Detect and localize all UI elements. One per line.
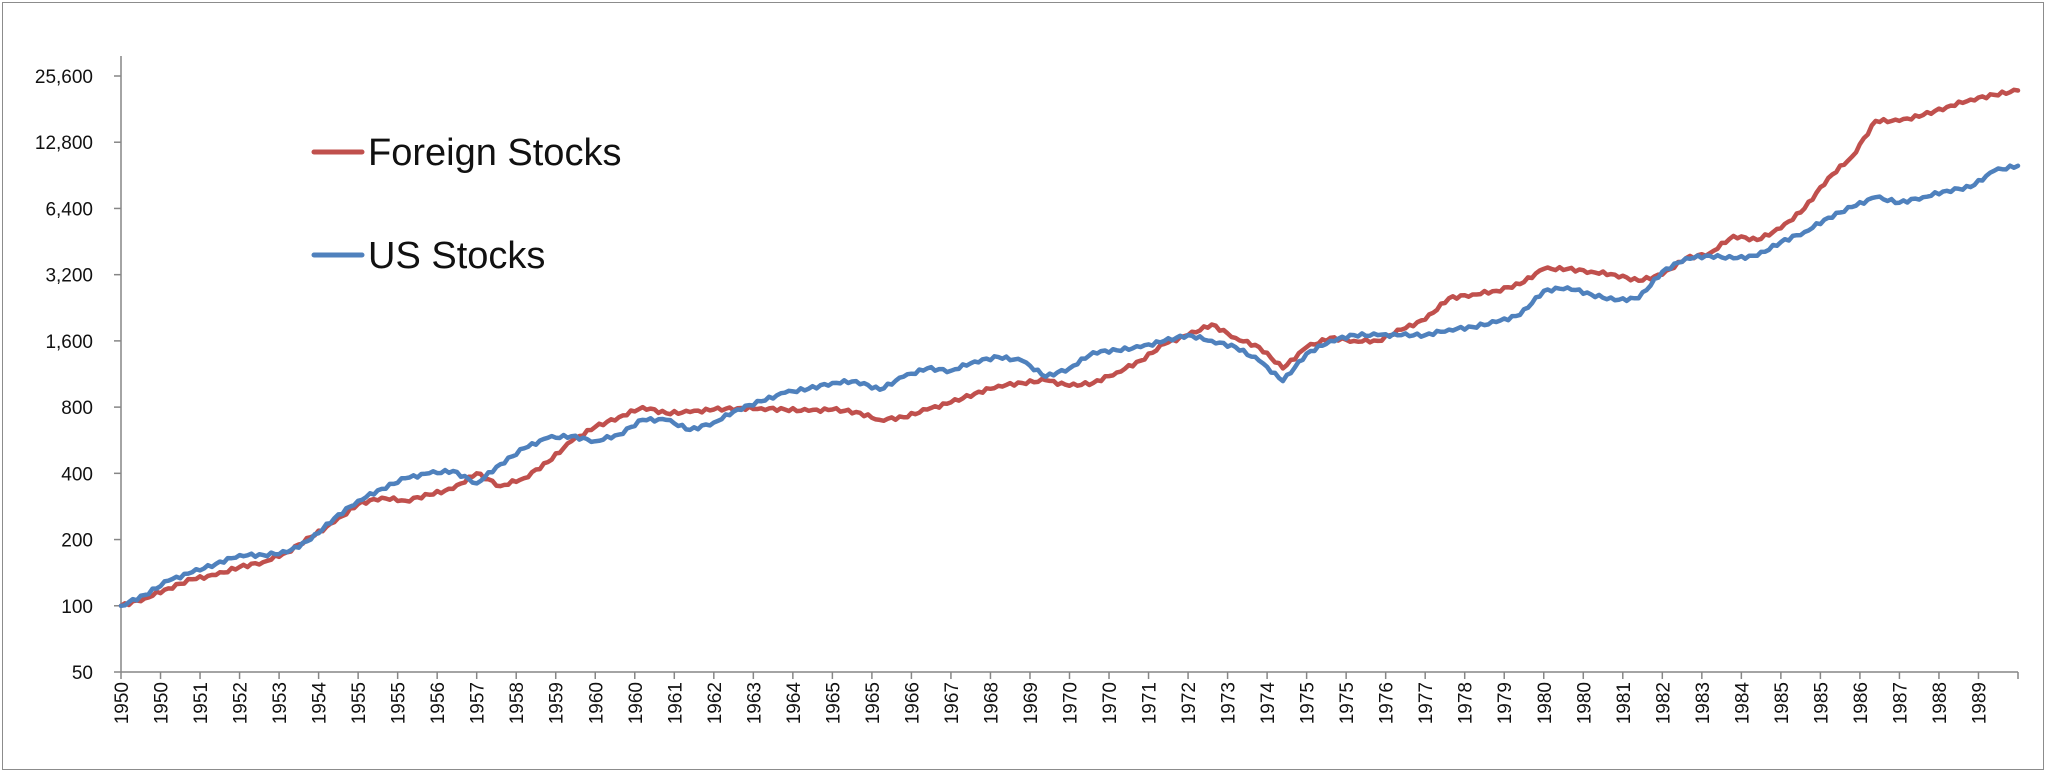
y-tick-label: 100 xyxy=(61,597,93,618)
x-tick-label: 1957 xyxy=(468,682,489,724)
series-line-us-stocks xyxy=(118,163,2021,609)
x-tick-label: 1985 xyxy=(1772,682,1793,724)
x-tick-label: 1983 xyxy=(1693,682,1714,724)
y-tick-label: 12,800 xyxy=(35,133,93,154)
y-tick-label: 50 xyxy=(72,663,93,684)
x-tick-label: 1952 xyxy=(231,682,252,724)
y-axis-ticks: 50 100 200 400 800 1,600 3,200 6,400 12,800 25,60… xyxy=(35,67,121,684)
x-tick-label: 1970 xyxy=(1100,682,1121,724)
x-tick-label: 1953 xyxy=(270,682,291,724)
x-tick-label: 1951 xyxy=(191,682,212,724)
x-tick-label: 1954 xyxy=(310,682,331,725)
y-tick-label: 1,600 xyxy=(45,332,93,353)
x-tick-label: 1958 xyxy=(507,682,528,724)
x-tick-label: 1950 xyxy=(152,682,173,724)
x-tick-label: 1985 xyxy=(1811,682,1832,724)
x-axis-ticks: 1950 1950 1951 1952 1953 1954 1955 1955 1956 1957… xyxy=(112,672,2019,725)
x-tick-label: 1974 xyxy=(1258,682,1279,725)
legend: Foreign Stocks US Stocks xyxy=(311,132,621,277)
x-tick-label: 1982 xyxy=(1653,682,1674,724)
x-tick-label: 1955 xyxy=(389,682,410,724)
x-tick-label: 1977 xyxy=(1416,682,1437,724)
x-tick-label: 1975 xyxy=(1337,682,1358,724)
x-tick-label: 1972 xyxy=(1179,682,1200,724)
x-tick-label: 1980 xyxy=(1535,682,1556,724)
x-tick-label: 1966 xyxy=(902,682,923,724)
y-tick-label: 200 xyxy=(61,531,93,552)
x-tick-label: 1989 xyxy=(1969,682,1990,724)
x-tick-label: 1979 xyxy=(1495,682,1516,724)
y-tick-label: 800 xyxy=(61,398,93,419)
x-tick-label: 1987 xyxy=(1890,682,1911,724)
y-tick-label: 6,400 xyxy=(45,199,93,220)
x-tick-label: 1963 xyxy=(744,682,765,724)
x-tick-label: 1964 xyxy=(784,682,805,725)
legend-label-foreign-stocks: Foreign Stocks xyxy=(368,132,621,174)
y-tick-label: 400 xyxy=(61,464,93,485)
x-tick-label: 1973 xyxy=(1219,682,1240,724)
x-tick-label: 1950 xyxy=(112,682,133,724)
y-tick-label: 3,200 xyxy=(45,266,93,287)
x-tick-label: 1970 xyxy=(1061,682,1082,724)
x-tick-label: 1984 xyxy=(1732,682,1753,725)
legend-label-us-stocks: US Stocks xyxy=(368,235,545,277)
x-tick-label: 1971 xyxy=(1140,682,1161,724)
x-tick-label: 1986 xyxy=(1851,682,1872,724)
x-tick-label: 1961 xyxy=(665,682,686,724)
x-tick-label: 1955 xyxy=(349,682,370,724)
x-tick-label: 1960 xyxy=(626,682,647,724)
x-tick-label: 1976 xyxy=(1377,682,1398,724)
x-tick-label: 1968 xyxy=(981,682,1002,724)
x-tick-label: 1969 xyxy=(1021,682,1042,724)
series-lines xyxy=(118,87,2021,609)
x-tick-label: 1981 xyxy=(1614,682,1635,724)
x-tick-label: 1962 xyxy=(705,682,726,724)
x-tick-label: 1978 xyxy=(1456,682,1477,724)
x-tick-label: 1965 xyxy=(823,682,844,724)
x-tick-label: 1956 xyxy=(428,682,449,724)
x-tick-label: 1988 xyxy=(1930,682,1951,724)
y-tick-label: 25,600 xyxy=(35,67,93,88)
x-tick-label: 1959 xyxy=(547,682,568,724)
x-tick-label: 1967 xyxy=(942,682,963,724)
x-tick-label: 1960 xyxy=(586,682,607,724)
series-line-foreign-stocks xyxy=(118,87,2021,609)
x-tick-label: 1980 xyxy=(1574,682,1595,724)
x-tick-label: 1965 xyxy=(863,682,884,724)
x-tick-label: 1975 xyxy=(1298,682,1319,724)
